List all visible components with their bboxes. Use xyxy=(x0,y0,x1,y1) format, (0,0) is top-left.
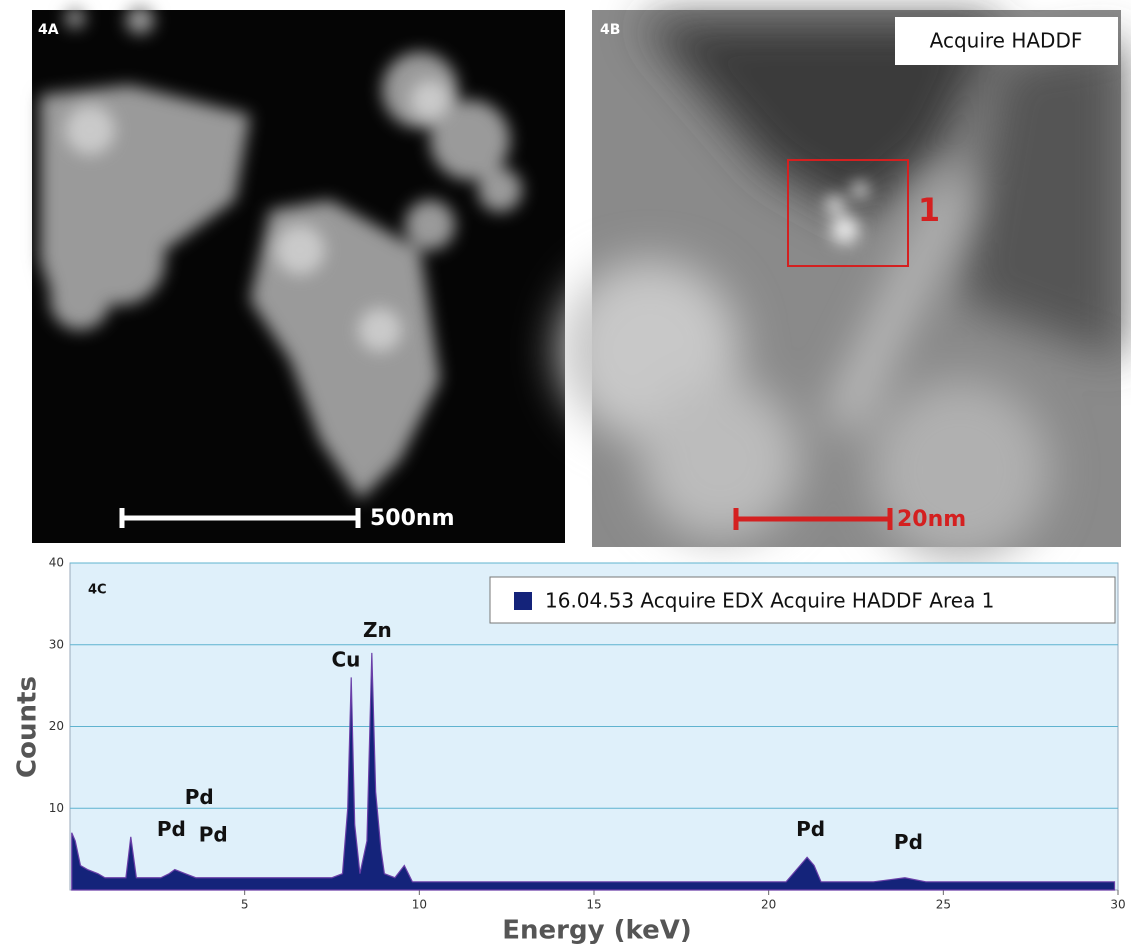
peak-label: Cu xyxy=(332,648,361,672)
legend-swatch xyxy=(514,592,532,610)
figure: 500nm 4A 1 Acquire HADDF 20nm 4B 4C Ener… xyxy=(0,0,1131,947)
peak-label: Pd xyxy=(199,823,228,847)
x-tick-label: 20 xyxy=(761,898,776,912)
x-axis-title: Energy (keV) xyxy=(502,916,691,946)
panel-a: 500nm 4A xyxy=(32,6,565,543)
panel-b: 1 Acquire HADDF 20nm 4B xyxy=(560,10,1121,560)
x-tick-label: 15 xyxy=(586,898,601,912)
panel-label: 4A xyxy=(38,22,59,38)
peak-label: Zn xyxy=(363,618,392,642)
peak-label: Pd xyxy=(157,817,186,841)
x-tick-label: 30 xyxy=(1110,898,1125,912)
panel-label: 4C xyxy=(88,583,107,598)
panel-label: 4B xyxy=(600,22,620,38)
x-tick-label: 5 xyxy=(241,898,249,912)
scale-label: 20nm xyxy=(897,507,966,532)
x-tick-label: 25 xyxy=(936,898,951,912)
y-tick-label: 40 xyxy=(49,556,64,570)
y-axis-title: Counts xyxy=(13,676,43,778)
caption: Acquire HADDF xyxy=(930,29,1083,53)
peak-label: Pd xyxy=(185,785,214,809)
scale-label: 500nm xyxy=(370,506,455,531)
legend-label: 16.04.53 Acquire EDX Acquire HADDF Area … xyxy=(545,589,994,613)
spectrum-chart: 4C Energy (keV) Counts 10 20 30 40 5 10 15 20 25… xyxy=(13,556,1126,946)
y-tick-label: 20 xyxy=(49,719,64,733)
y-tick-label: 30 xyxy=(49,637,64,651)
peak-label: Pd xyxy=(894,830,923,854)
x-tick-label: 10 xyxy=(412,898,427,912)
peak-label: Pd xyxy=(796,817,825,841)
y-tick-label: 10 xyxy=(49,801,64,815)
region-label: 1 xyxy=(918,191,940,229)
